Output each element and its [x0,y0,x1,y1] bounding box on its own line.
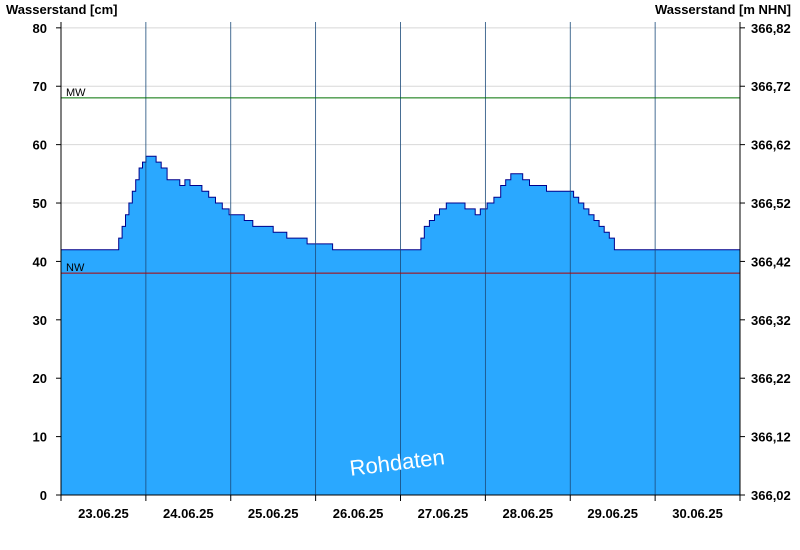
x-tick-label: 23.06.25 [78,506,129,521]
left-axis-ticks: 0 10 20 30 40 50 60 70 80 [33,21,61,503]
right-tick-label: 366,52 [751,196,791,211]
left-tick-label: 60 [33,138,47,153]
x-tick-label: 26.06.25 [333,506,384,521]
reference-label-nw: NW [66,262,85,274]
right-axis-title: Wasserstand [m NHN] [655,2,791,17]
left-tick-label: 70 [33,79,47,94]
x-tick-label: 24.06.25 [163,506,214,521]
left-tick-label: 50 [33,196,47,211]
right-tick-label: 366,42 [751,254,791,269]
right-tick-label: 366,12 [751,430,791,445]
right-tick-label: 366,72 [751,79,791,94]
x-tick-label: 28.06.25 [503,506,554,521]
right-axis-ticks: 366,02 366,12 366,22 366,32 366,42 366,52 366,… [740,21,791,503]
left-tick-label: 20 [33,371,47,386]
x-axis-ticks: 23.06.25 24.06.25 25.06.25 26.06.25 27.06.25… [60,495,741,521]
x-tick-label: 25.06.25 [248,506,299,521]
reference-label-mw: MW [66,87,86,99]
left-tick-label: 80 [33,21,47,36]
left-tick-label: 0 [40,488,47,503]
right-tick-label: 366,22 [751,371,791,386]
day-dividers [145,22,656,495]
left-tick-label: 10 [33,430,47,445]
left-tick-label: 40 [33,254,47,269]
left-axis-title: Wasserstand [cm] [6,2,118,17]
water-level-line [61,155,740,251]
right-tick-label: 366,62 [751,138,791,153]
right-tick-label: 366,02 [751,488,791,503]
right-tick-label: 366,32 [751,313,791,328]
x-tick-label: 29.06.25 [587,506,638,521]
x-tick-label: 27.06.25 [418,506,469,521]
right-tick-label: 366,82 [751,21,791,36]
reference-lines: MW NW [61,87,740,274]
left-tick-label: 30 [33,313,47,328]
x-tick-label: 30.06.25 [672,506,723,521]
